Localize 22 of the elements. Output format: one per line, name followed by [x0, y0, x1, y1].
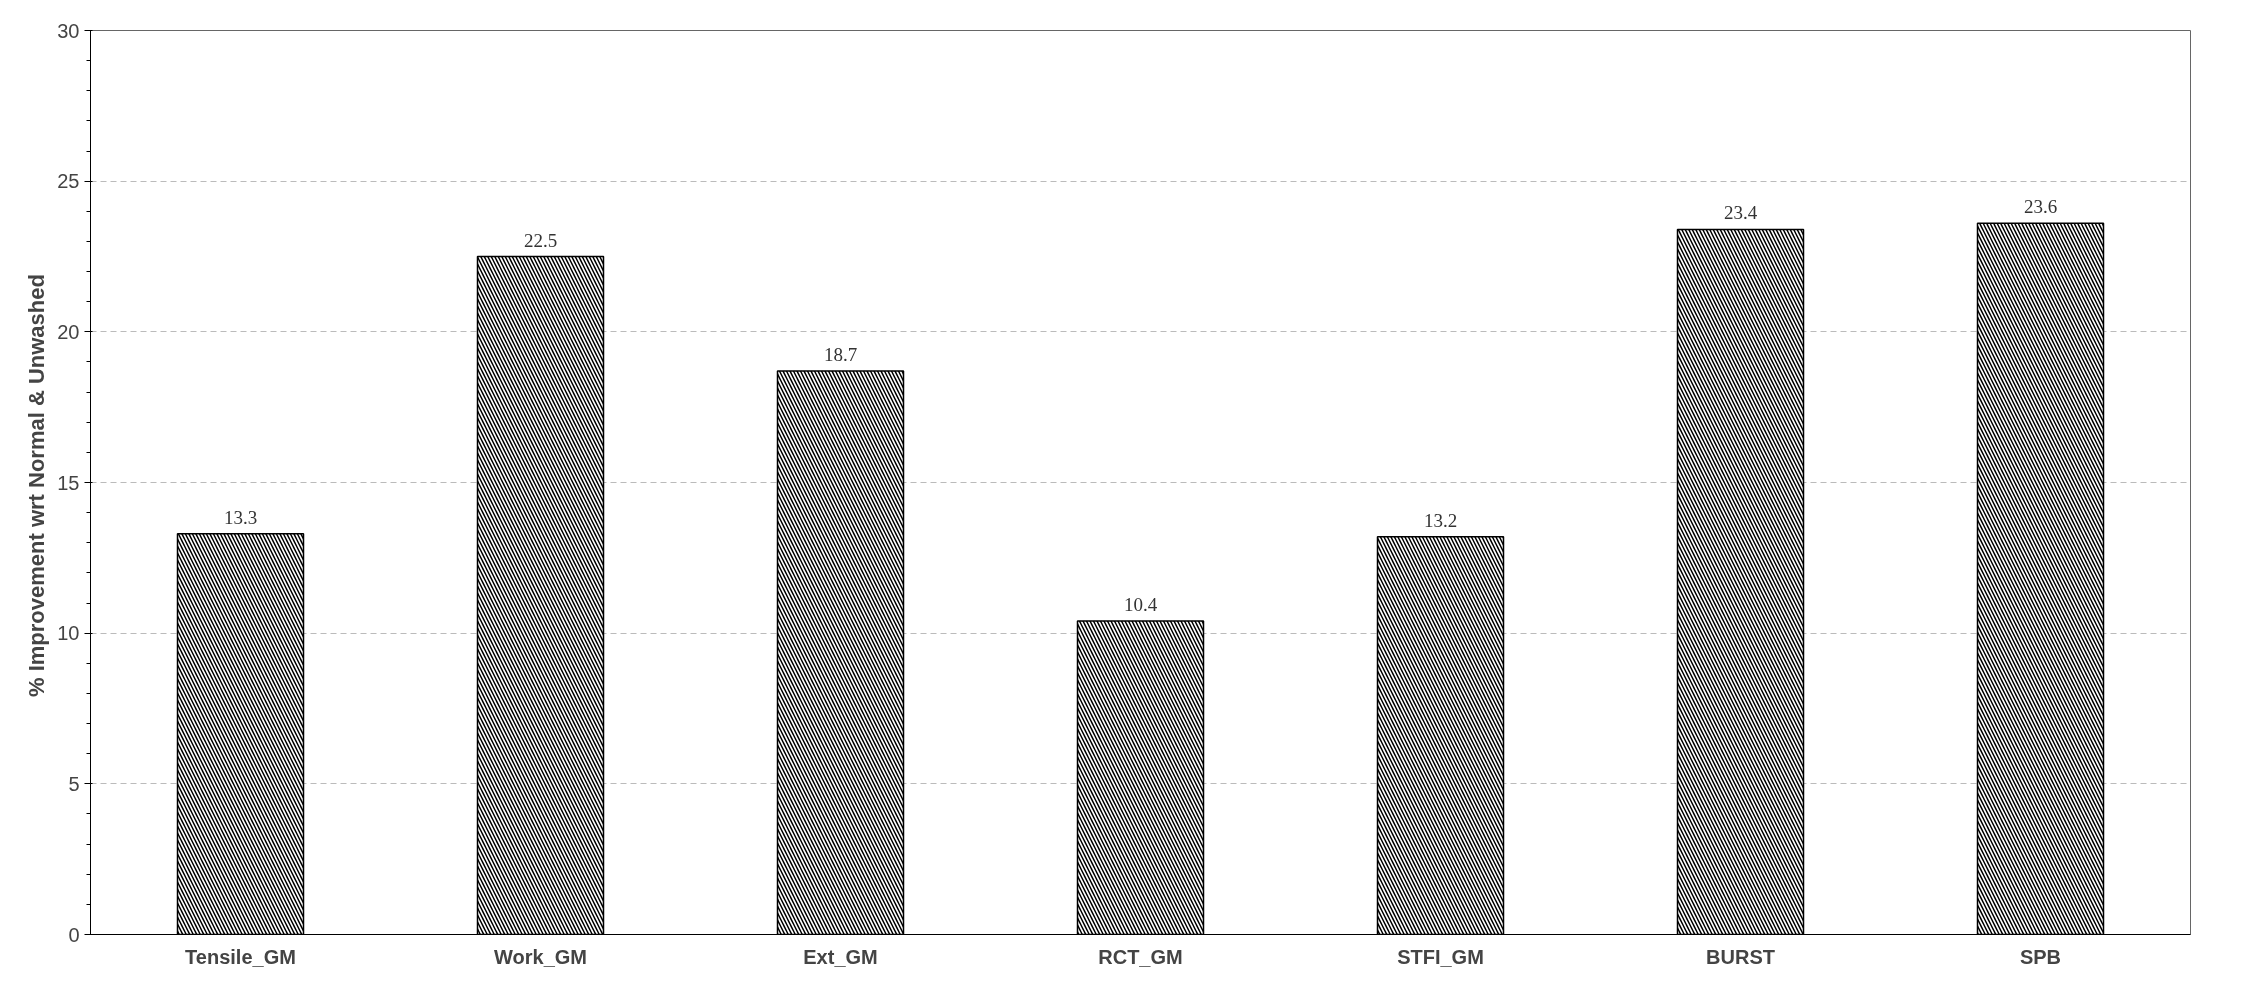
y-tick-label: 10: [57, 622, 80, 645]
data-label: 22.5: [523, 229, 558, 251]
data-label: 13.2: [1423, 509, 1458, 531]
data-label: 23.4: [1723, 202, 1758, 224]
data-label: 23.6: [2023, 196, 2058, 218]
y-tick-label: 15: [57, 471, 80, 494]
y-axis-title: % Improvement wrt Normal & Unwashed: [24, 274, 50, 698]
y-tick-label: 20: [57, 320, 80, 343]
x-tick-label: Work_GM: [494, 945, 587, 968]
x-tick-label: STFI_GM: [1397, 945, 1484, 968]
y-tick-label: 30: [57, 19, 80, 42]
data-label: 10.4: [1123, 594, 1158, 616]
x-tick-label: Tensile_GM: [185, 945, 296, 968]
data-label: 18.7: [823, 344, 858, 366]
data-label: 13.3: [223, 506, 258, 528]
y-tick-label: 0: [68, 923, 80, 946]
x-tick-label: RCT_GM: [1098, 945, 1183, 968]
x-tick-label: BURST: [1706, 945, 1775, 968]
y-tick-label: 25: [57, 170, 80, 193]
x-tick-label: Ext_GM: [803, 945, 878, 968]
x-tick-label: SPB: [2019, 945, 2062, 968]
y-tick-label: 5: [68, 772, 80, 795]
